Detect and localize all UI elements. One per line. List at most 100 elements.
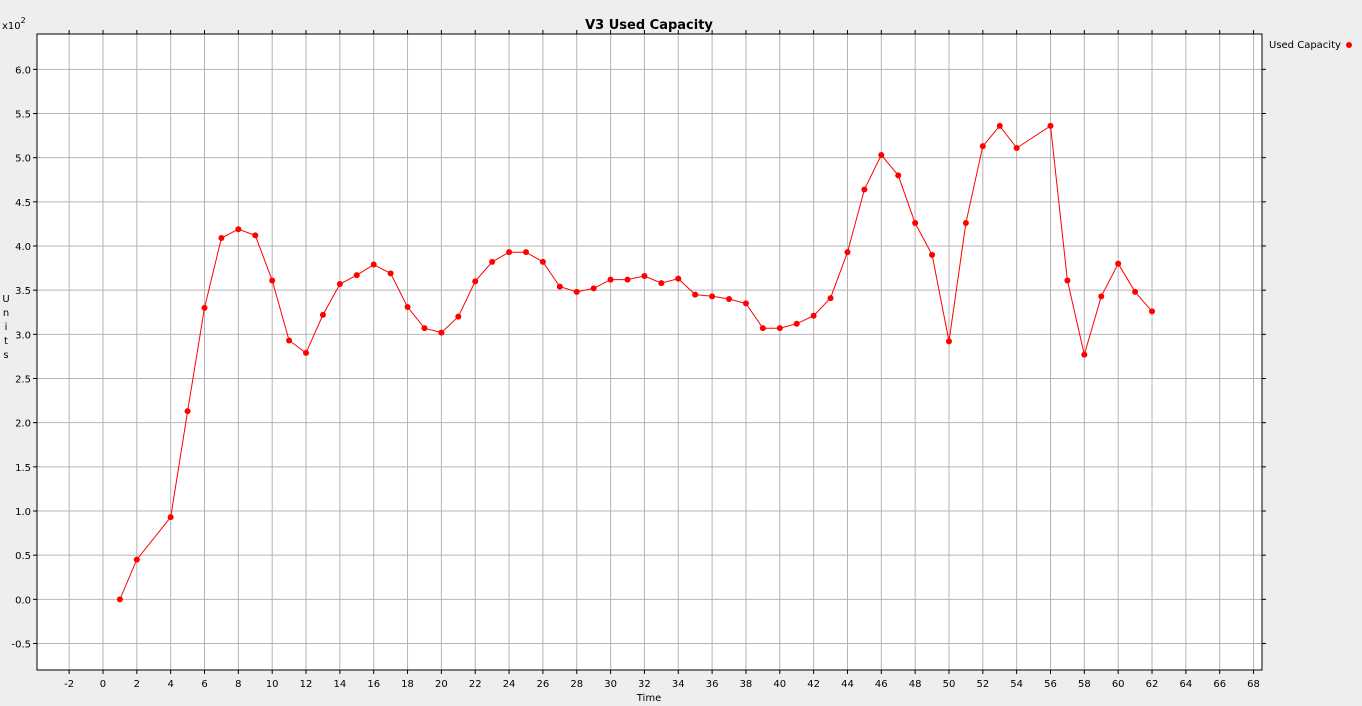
x-tick-label: 10 [266, 679, 279, 690]
data-point [979, 143, 986, 150]
y-tick-label: 4.5 [15, 198, 31, 209]
data-point [1013, 144, 1020, 151]
data-point [776, 325, 783, 332]
data-point [590, 285, 597, 292]
data-point [235, 226, 242, 233]
x-tick-label: 26 [537, 679, 550, 690]
data-point [962, 220, 969, 227]
data-point [624, 276, 631, 283]
data-point [472, 278, 479, 285]
plot-frame [36, 33, 1263, 671]
data-point [336, 280, 343, 287]
x-tick-label: 46 [875, 679, 888, 690]
data-point [675, 275, 682, 282]
data-point [218, 235, 225, 242]
data-point [573, 288, 580, 295]
legend-label: Used Capacity [1269, 40, 1341, 51]
data-point [556, 283, 563, 290]
data-point [810, 312, 817, 319]
data-point [539, 258, 546, 265]
y-tick-label: 2.5 [15, 375, 31, 386]
x-tick-label: 4 [167, 679, 173, 690]
data-point [1149, 308, 1156, 315]
y-tick-label: 5.5 [15, 110, 31, 121]
x-tick-label: 54 [1010, 679, 1023, 690]
data-point [353, 272, 360, 279]
data-point [1081, 351, 1088, 358]
data-point [793, 320, 800, 327]
data-point [759, 325, 766, 332]
data-point [1132, 288, 1139, 295]
y-multiplier: x102 [2, 16, 26, 32]
x-tick-label: 62 [1146, 679, 1159, 690]
y-tick-label: -0.5 [11, 640, 31, 651]
data-point [167, 514, 174, 521]
data-point [1047, 122, 1054, 129]
x-tick-label: -2 [64, 679, 74, 690]
x-tick-label: 18 [401, 679, 414, 690]
plot-area [37, 34, 1262, 670]
data-point [726, 296, 733, 302]
data-point [438, 329, 445, 336]
x-tick-label: 48 [909, 679, 922, 690]
data-point [133, 556, 140, 563]
chart-title: V3 Used Capacity [585, 18, 713, 33]
data-point [252, 232, 259, 239]
y-tick-label: 3.5 [15, 286, 31, 297]
data-point [421, 325, 428, 332]
x-tick-label: 12 [300, 679, 313, 690]
data-point [319, 311, 326, 318]
legend: Used Capacity [1269, 40, 1352, 51]
data-point [303, 349, 310, 356]
x-tick-label: 66 [1213, 679, 1226, 690]
x-tick-label: 50 [943, 679, 956, 690]
y-tick-label: 3.0 [15, 330, 31, 341]
x-tick-label: 16 [367, 679, 380, 690]
data-point [878, 152, 885, 159]
x-tick-label: 20 [435, 679, 448, 690]
legend-marker [1346, 42, 1352, 48]
x-tick-label: 40 [773, 679, 786, 690]
y-tick-label: 6.0 [15, 65, 31, 76]
x-tick-label: 42 [807, 679, 820, 690]
data-point [184, 408, 191, 415]
y-tick-label: 5.0 [15, 154, 31, 165]
x-tick-label: 52 [976, 679, 989, 690]
y-tick-label: 0.5 [15, 551, 31, 562]
data-point [861, 186, 868, 193]
data-point [201, 304, 208, 311]
data-point [912, 220, 919, 227]
x-tick-label: 32 [638, 679, 651, 690]
x-tick-label: 56 [1044, 679, 1057, 690]
grid [37, 34, 1262, 670]
x-tick-label: 60 [1112, 679, 1125, 690]
data-point [506, 249, 513, 256]
data-point [641, 273, 648, 280]
data-point [370, 261, 377, 268]
data-point [844, 249, 851, 256]
data-point [895, 172, 902, 179]
data-point [827, 295, 834, 302]
data-point [387, 270, 394, 277]
series-used-capacity [116, 122, 1156, 603]
data-point [116, 596, 123, 603]
data-point [692, 291, 699, 298]
x-tick-label: 36 [706, 679, 719, 690]
data-point [607, 276, 614, 283]
series-line [119, 125, 1153, 600]
y-tick-label: 1.5 [15, 463, 31, 474]
y-tick-label: 4.0 [15, 242, 31, 253]
data-point [742, 300, 749, 307]
x-tick-label: 6 [201, 679, 207, 690]
x-tick-label: 8 [235, 679, 241, 690]
data-point [1115, 260, 1122, 267]
x-tick-label: 44 [841, 679, 854, 690]
y-multiplier-exponent: 2 [21, 16, 26, 25]
data-point [286, 337, 293, 344]
x-tick-label: 28 [570, 679, 583, 690]
x-tick-label: 30 [604, 679, 617, 690]
data-point [489, 258, 496, 265]
data-point [404, 303, 411, 310]
x-axis-label: Time [636, 693, 661, 704]
